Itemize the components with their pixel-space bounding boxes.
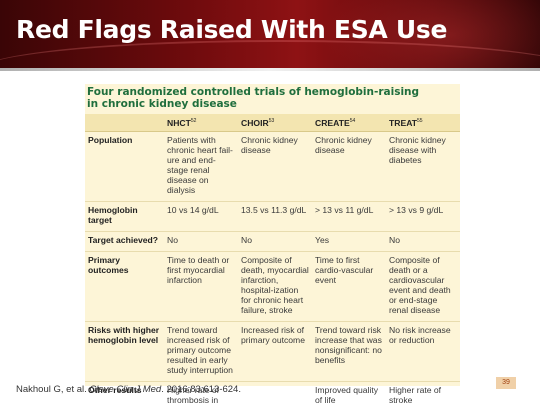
column-ref-treat: 55 [417, 118, 423, 124]
table-cell: Time to first cardio-vascular event [312, 251, 386, 322]
table-cell: Chronic kidney disease with diabetes [386, 131, 460, 202]
column-header-choir: CHOIR53 [238, 114, 312, 132]
table-cell: No risk increase or reduction [386, 321, 460, 382]
column-header-create: CREATE54 [312, 114, 386, 132]
column-ref-choir: 53 [268, 118, 275, 124]
column-header-nhct: NHCT52 [164, 114, 238, 132]
table-heading-line-2: in chronic kidney disease [87, 98, 237, 110]
trials-table: NHCT52 CHOIR53 CREATE54 TREAT55 Populati… [85, 114, 460, 405]
table-cell: Composite of death or a cardiovascular e… [386, 251, 460, 322]
table-cell: Increased risk of primary outcome [238, 321, 312, 382]
table-cell: Higher rate of stroke [389, 384, 442, 405]
table-cell: 13.5 vs 11.3 g/dL [238, 201, 312, 232]
table-cell: No [386, 231, 460, 252]
table-cell: > 13 vs 9 g/dL [386, 201, 460, 232]
table-cell: Chronic kidney disease [238, 131, 312, 202]
table-cell: Composite of death, myocardial infarctio… [238, 251, 312, 322]
citation-details: . 2016;83:613-624. [161, 384, 241, 395]
column-label-nhct: NHCT [167, 117, 191, 128]
row-label-target-achieved: Target achieved? [85, 231, 164, 252]
table-cell: Trend toward risk increase that was nons… [312, 321, 386, 382]
row-label-other-results: Other results [88, 384, 142, 395]
table-heading-line-1: Four randomized controlled trials of hem… [87, 86, 420, 98]
table-cell: Patients with chronic heart fail-ure and… [164, 131, 238, 202]
table-cell: Chronic kidney disease [312, 131, 386, 202]
table-header-row: NHCT52 CHOIR53 CREATE54 TREAT55 [85, 114, 460, 132]
table-cell: 10 vs 14 g/dL [164, 201, 238, 232]
column-label-create: CREATE [315, 117, 350, 128]
table-heading: Four randomized controlled trials of hem… [87, 86, 457, 110]
table-cell: No [238, 231, 312, 252]
column-label-treat: TREAT [389, 117, 418, 128]
table-cell [238, 381, 312, 405]
page-number: 39 [496, 377, 516, 389]
table-cell: Improved quality of life [315, 384, 379, 405]
table-cell: No [164, 231, 238, 252]
table-row-hemoglobin-target: Hemoglobin target 10 vs 14 g/dL 13.5 vs … [85, 201, 460, 232]
title-bar-wave [0, 40, 540, 68]
table-cell: Time to death or first myocardial infarc… [164, 251, 238, 322]
citation: Nakhoul G, et al. Cleve Clin J Med. 2016… [16, 384, 241, 395]
table-row-target-achieved: Target achieved? No No Yes No [85, 231, 460, 252]
row-label-population: Population [85, 131, 164, 202]
title-underline [0, 68, 540, 71]
title-bar: Red Flags Raised With ESA Use [0, 0, 540, 68]
table-cell: > 13 vs 11 g/dL [312, 201, 386, 232]
citation-authors: Nakhoul G, et al. [16, 384, 87, 395]
column-label-choir: CHOIR [241, 117, 269, 128]
table-cell: Trend toward increased risk of primary o… [164, 321, 238, 382]
row-label-risks: Risks with higher hemoglobin level [85, 321, 164, 382]
slide-title: Red Flags Raised With ESA Use [16, 15, 448, 44]
column-ref-create: 54 [349, 118, 356, 124]
table-row-population: Population Patients with chronic heart f… [85, 131, 460, 202]
row-label-primary-outcomes: Primary outcomes [85, 251, 164, 322]
table-row-primary-outcomes: Primary outcomes Time to death or first … [85, 251, 460, 322]
column-header-treat: TREAT55 [386, 114, 460, 132]
trials-table-panel: Four randomized controlled trials of hem… [85, 84, 460, 405]
table-cell: Yes [312, 231, 386, 252]
table-row-risks: Risks with higher hemoglobin level Trend… [85, 321, 460, 382]
row-label-hemoglobin-target: Hemoglobin target [85, 201, 164, 232]
column-header-empty [85, 114, 164, 132]
column-ref-nhct: 52 [190, 118, 197, 124]
citation-journal: Cleve Clin J Med [89, 384, 162, 395]
